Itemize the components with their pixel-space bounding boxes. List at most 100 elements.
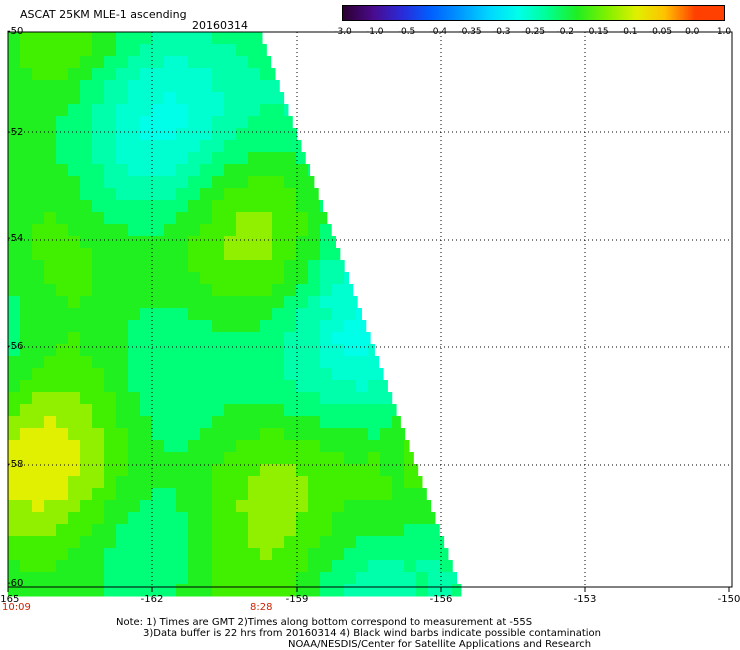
swath-cell <box>440 548 449 561</box>
swath-cell <box>8 476 21 489</box>
swath-cell <box>56 248 69 261</box>
swath-cell <box>32 176 45 189</box>
swath-cell <box>128 92 141 105</box>
swath-cell <box>140 32 153 45</box>
swath-cell <box>176 500 189 513</box>
swath-cell <box>212 80 225 93</box>
swath-cell <box>44 380 57 393</box>
swath-cell <box>284 116 293 129</box>
swath-cell <box>272 272 285 285</box>
swath-cell <box>152 392 165 405</box>
swath-cell <box>140 320 153 333</box>
swath-cell <box>176 308 189 321</box>
swath-cell <box>56 260 69 273</box>
swath-cell <box>428 560 441 573</box>
swath-cell <box>116 32 129 45</box>
swath-cell <box>320 428 333 441</box>
swath-cell <box>188 428 201 441</box>
swath-cell <box>308 200 321 213</box>
swath-cell <box>272 200 285 213</box>
swath-cell <box>80 500 93 513</box>
swath-cell <box>188 500 201 513</box>
note-line-3: NOAA/NESDIS/Center for Satellite Applica… <box>288 639 592 650</box>
swath-cell <box>344 584 357 597</box>
swath-cell <box>56 500 69 513</box>
swath-cell <box>368 332 371 345</box>
swath-cell <box>332 440 345 453</box>
swath-cell <box>128 308 141 321</box>
swath-cell <box>80 440 93 453</box>
swath-cell <box>152 368 165 381</box>
mle-swath-data <box>8 32 462 597</box>
swath-cell <box>416 464 419 477</box>
swath-cell <box>200 260 213 273</box>
swath-cell <box>308 404 321 417</box>
swath-cell <box>272 140 285 153</box>
swath-cell <box>92 152 105 165</box>
swath-cell <box>368 356 380 369</box>
swath-cell <box>104 44 117 57</box>
swath-cell <box>248 224 261 237</box>
swath-cell <box>140 512 153 525</box>
swath-cell <box>272 464 285 477</box>
swath-cell <box>212 116 225 129</box>
swath-cell <box>272 404 285 417</box>
swath-cell <box>140 272 153 285</box>
swath-cell <box>128 356 141 369</box>
swath-cell <box>284 392 297 405</box>
swath-cell <box>104 104 117 117</box>
swath-cell <box>116 116 129 129</box>
swath-cell <box>68 548 81 561</box>
swath-cell <box>164 140 177 153</box>
swath-cell <box>164 188 177 201</box>
swath-cell <box>104 524 117 537</box>
swath-cell <box>284 212 297 225</box>
swath-cell <box>296 488 309 501</box>
swath-cell <box>116 164 129 177</box>
swath-cell <box>284 572 297 585</box>
swath-cell <box>260 332 273 345</box>
swath-cell <box>272 476 285 489</box>
swath-cell <box>92 404 105 417</box>
swath-cell <box>44 56 57 69</box>
swath-cell <box>8 44 21 57</box>
swath-cell <box>116 272 129 285</box>
swath-cell <box>128 560 141 573</box>
swath-cell <box>44 188 57 201</box>
swath-cell <box>344 476 357 489</box>
swath-cell <box>32 392 45 405</box>
swath-cell <box>176 560 189 573</box>
swath-cell <box>104 356 117 369</box>
swath-cell <box>212 224 225 237</box>
swath-cell <box>308 392 321 405</box>
swath-cell <box>212 152 225 165</box>
swath-cell <box>140 128 153 141</box>
swath-cell <box>176 488 189 501</box>
swath-cell <box>188 548 201 561</box>
swath-cell <box>128 116 141 129</box>
swath-cell <box>152 500 165 513</box>
swath-cell <box>140 212 153 225</box>
swath-cell <box>296 188 309 201</box>
swath-cell <box>176 548 189 561</box>
swath-cell <box>344 488 357 501</box>
swath-cell <box>200 332 213 345</box>
swath-cell <box>8 128 21 141</box>
swath-cell <box>44 536 57 549</box>
swath-cell <box>452 572 458 585</box>
swath-cell <box>80 368 93 381</box>
swath-cell <box>128 548 141 561</box>
swath-cell <box>236 44 249 57</box>
colorbar-segment <box>548 6 578 20</box>
swath-cell <box>164 92 177 105</box>
swath-cell <box>152 260 165 273</box>
swath-cell <box>248 32 261 45</box>
swath-cell <box>284 452 297 465</box>
swath-cell <box>188 176 201 189</box>
swath-cell <box>116 260 129 273</box>
swath-cell <box>308 236 321 249</box>
swath-cell <box>116 524 129 537</box>
swath-cell <box>92 296 105 309</box>
swath-cell <box>188 236 201 249</box>
